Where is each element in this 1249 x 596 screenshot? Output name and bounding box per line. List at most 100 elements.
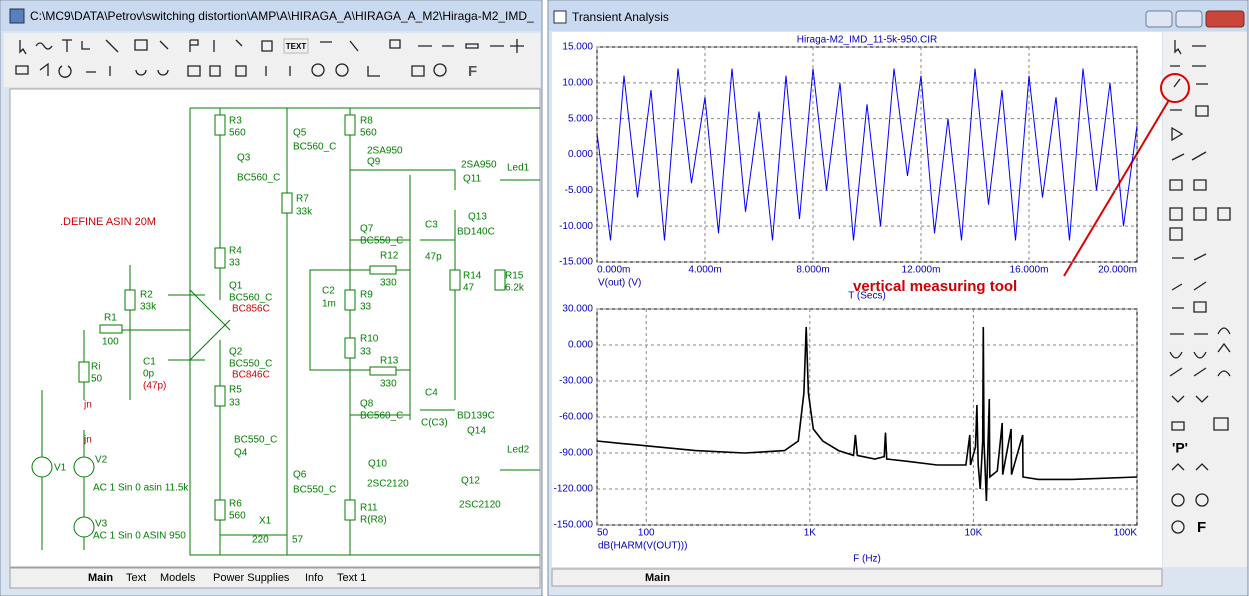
tab[interactable]: Text 1 xyxy=(337,572,366,584)
component-label: 560 xyxy=(229,511,246,522)
component-label: R2 xyxy=(140,290,153,301)
app-icon xyxy=(9,8,25,24)
component-label: R8 xyxy=(360,116,373,127)
component-label: 220 xyxy=(252,535,269,546)
component-label: R14 xyxy=(463,271,482,282)
component-label: V2 xyxy=(95,455,108,466)
component-label: jn xyxy=(83,400,92,411)
component-label: R5 xyxy=(229,385,242,396)
component-label: Q13 xyxy=(468,212,487,223)
component-label: V3 xyxy=(95,519,108,530)
y-tick-label: -30.000 xyxy=(559,376,593,387)
palette-text[interactable]: F xyxy=(1197,519,1206,536)
component-label: R11 xyxy=(360,503,378,514)
component-label: 2SA950 xyxy=(367,146,403,157)
component-label: BC560_C xyxy=(229,293,272,304)
tab-bar xyxy=(9,567,541,589)
y-tick-label: 5.000 xyxy=(568,113,593,124)
tab[interactable]: Info xyxy=(305,572,323,584)
x-axis-label: T (Secs) xyxy=(848,291,886,302)
component-label: BC550_C xyxy=(360,236,403,247)
maximize-button[interactable] xyxy=(1175,10,1203,28)
tab[interactable]: Models xyxy=(160,572,196,584)
x-tick-label: 0.000m xyxy=(597,265,630,276)
component-label: R6 xyxy=(229,499,242,510)
window-title: C:\MC9\DATA\Petrov\switching distortion\… xyxy=(30,9,534,23)
component-label: C4 xyxy=(425,388,438,399)
component-label: BC550_C xyxy=(234,435,277,446)
component-label: 330 xyxy=(380,278,397,289)
component-label: 33 xyxy=(229,398,241,409)
title-bar xyxy=(1,1,541,31)
schematic-canvas xyxy=(9,88,541,568)
y-tick-label: -90.000 xyxy=(559,448,593,459)
component-label: 0p xyxy=(143,369,155,380)
component-label: 2SC2120 xyxy=(459,500,501,511)
component-label: X1 xyxy=(259,516,272,527)
x-tick-label: 1K xyxy=(804,528,817,539)
component-label: Q10 xyxy=(368,459,387,470)
component-label: Q6 xyxy=(293,470,307,481)
component-label: 57 xyxy=(292,535,304,546)
toolbar-icons: TEXT F xyxy=(15,38,524,80)
wires xyxy=(31,107,540,556)
series-line xyxy=(596,68,1138,241)
component-label: Q4 xyxy=(234,448,248,459)
plots: 15.000 10.000 5.000 0.000 -5.000 -10.000 -15.0… xyxy=(554,35,1138,565)
minimize-button[interactable] xyxy=(1145,10,1173,28)
component-label: C1 xyxy=(143,357,156,368)
component-label: R13 xyxy=(380,356,399,367)
component-label: BC560_C xyxy=(237,173,280,184)
x-tick-label: 10K xyxy=(965,528,983,539)
close-button[interactable] xyxy=(1205,10,1245,28)
tab[interactable]: Power Supplies xyxy=(213,572,290,584)
component-label: 33k xyxy=(296,207,313,218)
component-label: C3 xyxy=(425,220,438,231)
tab[interactable]: Text xyxy=(126,572,146,584)
component-label: (47p) xyxy=(143,381,166,392)
y-tick-label: -60.000 xyxy=(559,412,593,423)
x-tick-label: 16.000m xyxy=(1010,265,1049,276)
component-label: BC846C xyxy=(232,370,270,381)
series-line xyxy=(596,326,1138,502)
title-bar xyxy=(549,1,1247,31)
plot-title: Hiraga-M2_IMD_11-5k-950.CIR xyxy=(797,35,937,46)
y-tick-label: 0.000 xyxy=(568,149,593,160)
component-label: BD140C xyxy=(457,227,495,238)
component-label: Led1 xyxy=(507,163,530,174)
component-label: R(R8) xyxy=(360,515,387,526)
component-label: AC 1 Sin 0 asin 11.5k xyxy=(93,483,189,494)
component-label: 100 xyxy=(102,337,119,348)
component-label: 50 xyxy=(91,374,103,385)
toolbar-text[interactable]: F xyxy=(468,63,477,80)
x-tick-label: 8.000m xyxy=(796,265,829,276)
component-label: AC 1 Sin 0 ASIN 950 xyxy=(93,531,186,542)
palette-text[interactable]: 'P' xyxy=(1172,440,1188,456)
highlight-circle xyxy=(1160,73,1190,103)
component-label: 2SA950 xyxy=(461,160,497,171)
component-label: Q7 xyxy=(360,224,374,235)
component-label: Ri xyxy=(91,362,100,373)
component-label: 6.2k xyxy=(505,283,525,294)
component-label: BC550_C xyxy=(293,485,336,496)
toolbar-text[interactable]: TEXT xyxy=(286,42,307,51)
window-title: Transient Analysis xyxy=(572,10,669,24)
component-label: R9 xyxy=(360,290,373,301)
component-label: Q3 xyxy=(237,153,251,164)
tab[interactable]: Main xyxy=(645,572,670,584)
component-label: 33 xyxy=(360,347,372,358)
annotation: vertical measuring tool xyxy=(853,278,1017,295)
component-label: 47p xyxy=(425,252,442,263)
y-tick-label: 10.000 xyxy=(562,77,593,88)
component-label: R12 xyxy=(380,251,399,262)
tab[interactable]: Main xyxy=(88,572,113,584)
component-label: 33 xyxy=(229,258,241,269)
x-tick-label: 100 xyxy=(638,528,655,539)
component-label: 33k xyxy=(140,302,157,313)
component-label: Q2 xyxy=(229,347,243,358)
component-label: C(C3) xyxy=(421,418,448,429)
component-label: .DEFINE ASIN 20M xyxy=(60,216,156,228)
y-tick-label: -120.000 xyxy=(554,484,594,495)
x-tick-label: 100K xyxy=(1114,528,1138,539)
